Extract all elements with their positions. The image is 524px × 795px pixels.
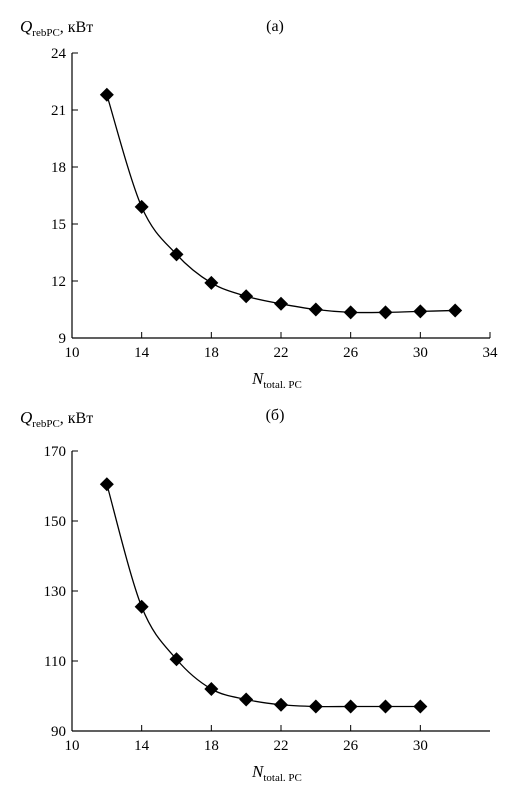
x-tick-label: 30 [413, 345, 428, 361]
x-tick-label: 18 [204, 738, 219, 754]
x-tick-label: 26 [343, 738, 359, 754]
data-point-marker [99, 477, 114, 492]
chart-panel-a: QrebPC, кВт (а) Ntotal. PC 9 12 15 18 21 24 10… [20, 17, 498, 391]
x-tick-label: 22 [274, 345, 289, 361]
y-tick-label: 21 [51, 103, 66, 119]
series-line [106, 94, 456, 314]
data-point-marker [343, 305, 358, 320]
x-tick-label: 10 [65, 738, 80, 754]
data-point-marker [343, 699, 358, 714]
x-tick-label: 30 [413, 738, 428, 754]
x-tick-label: 10 [65, 345, 80, 361]
y-tick-label: 15 [51, 217, 66, 233]
x-tick-label: 14 [134, 345, 150, 361]
data-point-marker [239, 692, 254, 707]
y-tick-label: 110 [44, 654, 66, 670]
x-tick-label: 22 [274, 738, 289, 754]
data-point-marker [378, 305, 393, 320]
y-tick-label: 130 [44, 584, 67, 600]
data-point-marker [169, 652, 184, 667]
y-axis-label: QrebPC, кВт [20, 408, 93, 430]
data-point-marker [274, 296, 288, 311]
data-point-marker [378, 699, 393, 714]
y-tick-label: 12 [51, 274, 66, 290]
x-tick-label: 14 [134, 738, 150, 754]
data-point-marker [413, 304, 428, 319]
data-point-marker [134, 199, 149, 214]
y-tick-label: 90 [51, 724, 66, 740]
data-point-marker [274, 697, 288, 712]
y-tick-label: 170 [44, 444, 67, 460]
data-point-marker [308, 699, 323, 714]
x-tick-label: 26 [343, 345, 359, 361]
data-point-marker [134, 599, 149, 614]
chart-panel-b: QrebPC, кВт (б) Ntotal. PC 90 110 130 150 17… [20, 407, 490, 784]
data-point-marker [239, 289, 254, 304]
data-point-marker [448, 303, 463, 318]
data-point-marker [308, 302, 323, 317]
data-point-marker [169, 247, 184, 262]
data-point-marker [99, 87, 114, 102]
x-tick-label: 34 [483, 345, 499, 361]
y-tick-label: 24 [51, 46, 67, 62]
panel-label: (б) [266, 407, 285, 424]
y-tick-label: 18 [51, 160, 66, 176]
y-tick-label: 150 [44, 514, 67, 530]
x-axis-label: Ntotal. PC [251, 369, 302, 391]
panel-label: (а) [266, 18, 284, 35]
data-point-marker [204, 275, 219, 290]
series-line [106, 484, 421, 708]
y-tick-label: 9 [59, 331, 67, 347]
y-axis-label: QrebPC, кВт [20, 17, 93, 39]
x-axis-label: Ntotal. PC [251, 762, 302, 784]
x-tick-label: 18 [204, 345, 219, 361]
data-point-marker [413, 699, 428, 714]
data-point-marker [204, 682, 219, 696]
